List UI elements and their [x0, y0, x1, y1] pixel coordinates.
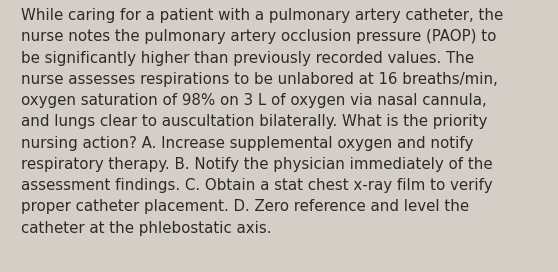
Text: While caring for a patient with a pulmonary artery catheter, the
nurse notes the: While caring for a patient with a pulmon…	[21, 8, 503, 236]
